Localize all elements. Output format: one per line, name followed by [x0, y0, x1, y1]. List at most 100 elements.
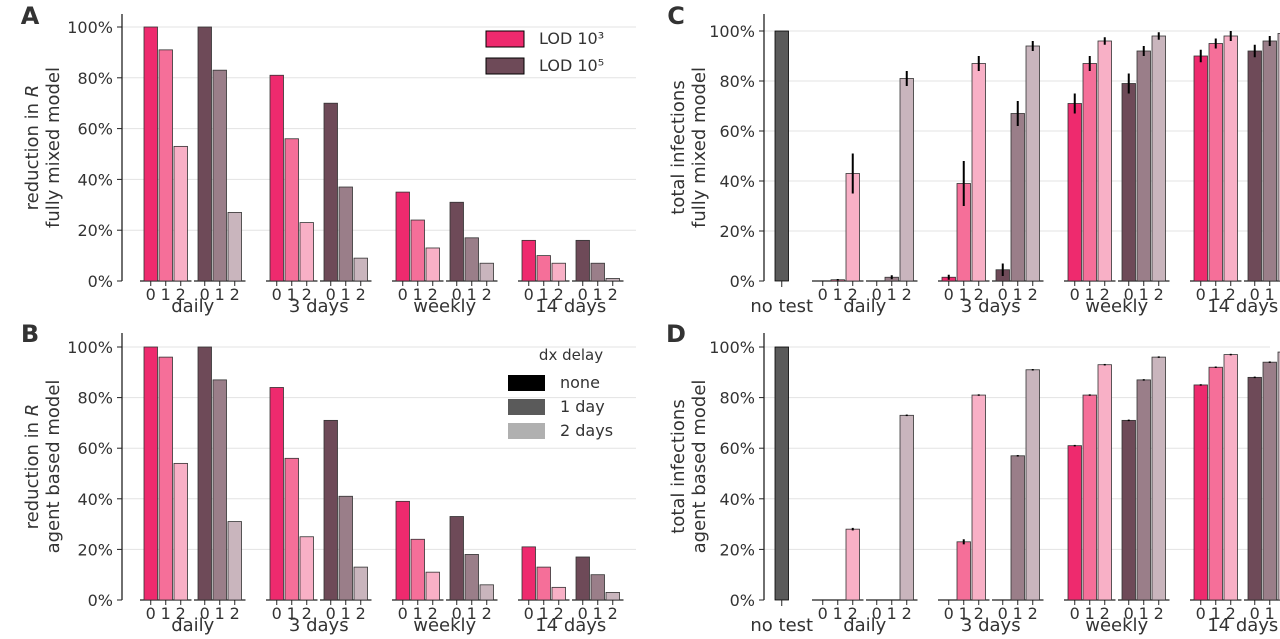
bar — [425, 247, 440, 282]
x-tick-label: 0 — [452, 285, 462, 304]
panel-letter: C — [667, 2, 685, 30]
bar — [284, 457, 299, 601]
y-tick-label: 40% — [77, 170, 113, 189]
legend-swatch — [508, 375, 545, 391]
y-tick-label: 100% — [67, 338, 113, 357]
group-label: 14 days — [1207, 296, 1278, 317]
x-tick-label: 1 — [593, 604, 603, 623]
y-tick-label: 20% — [719, 222, 755, 241]
bar — [1151, 356, 1166, 601]
x-tick-label: 0 — [398, 285, 408, 304]
bar — [353, 566, 368, 601]
x-tick-label: 0 — [272, 604, 282, 623]
x-tick-label: 2 — [974, 604, 984, 623]
legend-swatch — [485, 57, 525, 75]
x-tick-label: 2 — [1028, 285, 1038, 304]
y-tick-label: 60% — [719, 439, 755, 458]
x-tick-label: 2 — [482, 285, 492, 304]
y-axis-label: reduction in Ragent based model — [22, 380, 64, 554]
legend-title: dx delay — [539, 346, 603, 364]
bar — [158, 356, 173, 601]
group-label: weekly — [1085, 296, 1148, 317]
bar — [1025, 369, 1040, 601]
x-tick-label: 0 — [146, 604, 156, 623]
x-tick-label: 1 — [1085, 604, 1095, 623]
bar — [338, 495, 353, 601]
y-tick-label: 60% — [77, 120, 113, 139]
bar — [395, 500, 410, 601]
x-tick-label: 0 — [818, 285, 828, 304]
bar — [410, 538, 425, 601]
group-label-no-test: no test — [750, 615, 813, 636]
x-tick-label: 1 — [161, 285, 171, 304]
x-tick-label: 2 — [356, 604, 366, 623]
group-label: daily — [843, 296, 886, 317]
x-tick-label: 2 — [848, 604, 858, 623]
x-tick-label: 1 — [1013, 604, 1023, 623]
bar-no-test — [774, 346, 789, 601]
y-axis-label: reduction in Rfully mixed model — [22, 67, 64, 228]
bar — [395, 191, 410, 282]
bar — [227, 212, 242, 282]
bar — [1082, 63, 1097, 282]
x-tick-label: 2 — [608, 285, 618, 304]
y-axis-label: total infectionsfully mixed model — [668, 67, 710, 228]
y-tick-label: 40% — [719, 490, 755, 509]
legend-label: LOD 10⁵ — [539, 56, 604, 75]
bar — [1262, 361, 1277, 601]
x-tick-label: 0 — [578, 285, 588, 304]
y-tick-label: 100% — [709, 338, 755, 357]
bar — [1277, 351, 1280, 601]
bar — [299, 536, 314, 601]
bar — [536, 255, 551, 282]
x-tick-label: 2 — [428, 604, 438, 623]
bar — [971, 394, 986, 601]
bar — [173, 145, 188, 282]
bar — [143, 346, 158, 601]
bar — [269, 74, 284, 282]
bar — [1193, 384, 1208, 601]
x-tick-label: 0 — [452, 604, 462, 623]
bar — [143, 26, 158, 282]
y-tick-label: 100% — [709, 22, 755, 41]
x-tick-label: 2 — [1100, 604, 1110, 623]
legend-swatch — [485, 30, 525, 48]
bar — [479, 584, 494, 601]
panel-letter: B — [21, 320, 39, 348]
x-tick-label: 1 — [959, 285, 969, 304]
x-tick-label: 2 — [902, 604, 912, 623]
bar — [1247, 376, 1262, 601]
bar — [1121, 83, 1136, 282]
x-tick-label: 0 — [1070, 285, 1080, 304]
group-label: daily — [171, 615, 214, 636]
bar — [1136, 379, 1151, 601]
y-tick-label: 40% — [77, 490, 113, 509]
x-tick-label: 0 — [998, 604, 1008, 623]
bar — [425, 571, 440, 601]
y-axis-label-line: agent based model — [43, 380, 64, 554]
y-tick-label: 80% — [77, 389, 113, 408]
y-tick-label: 80% — [77, 69, 113, 88]
x-tick-label: 1 — [1139, 604, 1149, 623]
x-tick-label: 0 — [524, 604, 534, 623]
bar — [1067, 103, 1082, 282]
x-tick-label: 0 — [1124, 604, 1134, 623]
bar — [338, 186, 353, 282]
y-axis-label-line: reduction in R — [22, 404, 43, 530]
bar — [1010, 455, 1025, 601]
x-tick-label: 2 — [1226, 285, 1236, 304]
y-tick-label: 20% — [77, 221, 113, 240]
x-tick-label: 2 — [176, 285, 186, 304]
x-tick-label: 2 — [974, 285, 984, 304]
panel-letter: D — [666, 320, 686, 348]
x-tick-label: 0 — [1070, 604, 1080, 623]
group-label: weekly — [1085, 615, 1148, 636]
bar — [1262, 40, 1277, 282]
x-tick-label: 0 — [146, 285, 156, 304]
y-axis-label-line: fully mixed model — [689, 67, 710, 228]
x-tick-label: 1 — [1211, 285, 1221, 304]
bar — [173, 462, 188, 601]
legend-swatch — [508, 399, 545, 415]
x-tick-label: 1 — [1085, 285, 1095, 304]
